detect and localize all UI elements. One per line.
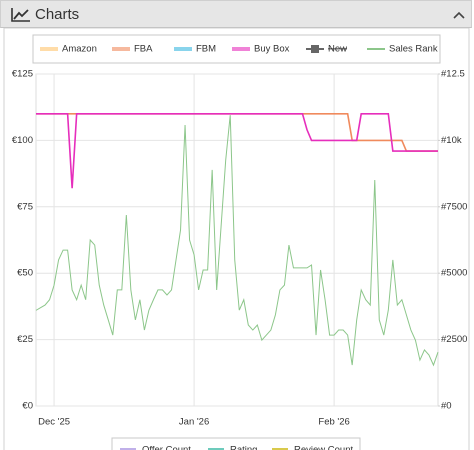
legend-label: Sales Rank: [389, 44, 438, 55]
y2-tick-label: #7500: [441, 201, 467, 212]
legend-label: Rating: [230, 445, 257, 450]
panel-header[interactable]: Charts: [0, 0, 472, 28]
legend-swatch: [174, 47, 192, 51]
legend-label: New: [328, 44, 347, 55]
x-tick-label: Dec '25: [38, 417, 70, 428]
chart: €0 €25 €50 €75 €100 €125 #0 #2500 #5000 #7500 #10k…: [3, 28, 470, 450]
legend-swatch: [40, 47, 58, 51]
y2-tick-label: #0: [441, 401, 452, 412]
y-tick-label: €75: [17, 201, 33, 212]
legend-box: [111, 437, 361, 450]
y2-tick-label: #12.5: [441, 69, 465, 80]
x-tick-label: Feb '26: [318, 417, 349, 428]
chart-icon: [11, 8, 30, 22]
panel-title: Charts: [35, 6, 80, 23]
legend-swatch: [208, 448, 224, 450]
panel-border: [3, 28, 470, 450]
legend-swatch: [232, 47, 250, 51]
legend-label: FBM: [196, 44, 216, 55]
legend-label: Buy Box: [254, 44, 290, 55]
x-tick-label: Jan '26: [179, 417, 209, 428]
plot-area: [35, 73, 439, 407]
series-line: [36, 113, 438, 152]
y-tick-label: €25: [17, 334, 33, 345]
y-tick-label: €125: [12, 69, 33, 80]
y2-tick-label: #5000: [441, 268, 467, 279]
y-tick-label: €0: [22, 401, 33, 412]
legend-label: Review Count: [294, 445, 353, 450]
legend-label: Offer Count: [142, 445, 191, 450]
legend-swatch: [311, 45, 319, 53]
legend-label: FBA: [134, 44, 153, 55]
series-line: [35, 115, 439, 367]
legend-label: Amazon: [62, 44, 97, 55]
legend-swatch: [272, 448, 288, 450]
series-line: [36, 113, 438, 189]
y2-tick-label: #10k: [441, 135, 462, 146]
legend-swatch: [112, 47, 130, 51]
collapse-caret[interactable]: [453, 11, 465, 19]
y-tick-label: €100: [12, 135, 33, 146]
y2-tick-label: #2500: [441, 334, 467, 345]
legend-swatch: [120, 448, 136, 450]
y-tick-label: €50: [17, 268, 33, 279]
